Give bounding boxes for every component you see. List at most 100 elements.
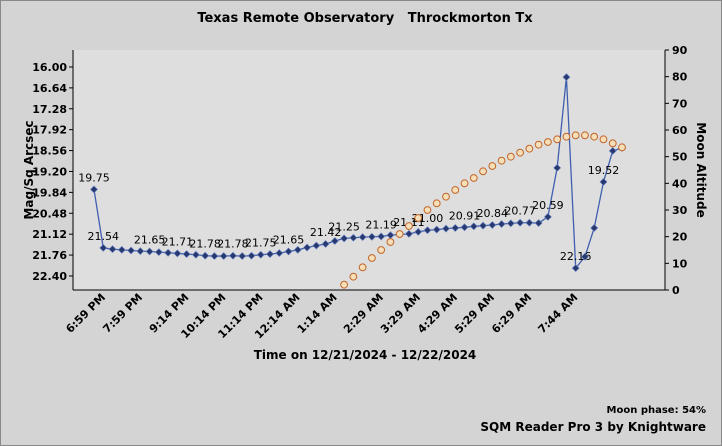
mag-marker <box>460 223 469 232</box>
mag-marker <box>506 219 515 228</box>
mag-marker <box>349 233 358 242</box>
mag-marker <box>145 247 154 256</box>
mag-marker <box>590 224 599 232</box>
y2-axis-label: Moon Altitude <box>694 122 708 217</box>
mag-marker <box>516 218 525 227</box>
mag-marker <box>201 251 210 260</box>
data-label: 21.65 <box>134 233 166 246</box>
mag-marker <box>303 243 311 252</box>
mag-marker <box>414 227 423 236</box>
mag-marker <box>608 146 617 155</box>
moon-marker <box>534 140 543 149</box>
data-label: 21.19 <box>365 218 397 231</box>
plot-area <box>73 50 665 290</box>
mag-marker <box>293 245 302 254</box>
credit: SQM Reader Pro 3 by Knightware <box>480 420 706 434</box>
mag-marker <box>312 241 321 250</box>
mag-marker <box>210 252 219 260</box>
mag-marker <box>562 73 571 82</box>
y2-tick-label: 80 <box>672 71 688 84</box>
mag-marker <box>442 224 450 233</box>
mag-marker <box>136 247 145 256</box>
moon-marker <box>386 238 395 246</box>
moon-marker <box>432 199 441 208</box>
moon-marker <box>414 214 423 222</box>
moon-marker <box>377 246 386 254</box>
mag-marker <box>321 240 330 248</box>
y-tick-label: 17.28 <box>32 103 67 116</box>
mag-marker <box>238 252 247 260</box>
data-label: 21.78 <box>189 238 221 251</box>
moon-marker <box>553 135 562 144</box>
mag-marker <box>340 234 349 243</box>
mag-line <box>93 77 623 270</box>
data-label: 20.84 <box>477 207 509 220</box>
mag-marker <box>127 246 135 255</box>
mag-marker <box>219 252 228 260</box>
y2-tick-label: 60 <box>672 124 688 137</box>
data-label: 22.16 <box>560 250 592 263</box>
mag-marker <box>488 221 497 229</box>
mag-marker <box>191 250 200 259</box>
mag-marker <box>182 250 191 259</box>
moon-marker <box>367 254 376 262</box>
y2-tick-label: 90 <box>672 44 688 57</box>
y-tick-label: 21.76 <box>32 249 67 262</box>
y-tick-label: 19.84 <box>32 186 67 199</box>
mag-marker <box>423 226 432 235</box>
y-tick-label: 17.92 <box>32 124 67 137</box>
mag-marker <box>358 233 367 242</box>
moon-marker <box>358 263 367 272</box>
data-label: 21.25 <box>328 220 360 233</box>
data-label: 21.54 <box>88 230 120 243</box>
moon-marker <box>525 144 534 153</box>
data-label: 20.59 <box>532 199 564 212</box>
moon-marker <box>608 139 617 148</box>
mag-marker <box>266 250 274 259</box>
mag-marker <box>108 245 117 254</box>
mag-marker <box>497 220 506 228</box>
mag-marker <box>275 249 284 258</box>
mag-marker <box>469 222 478 231</box>
mag-marker <box>451 224 460 232</box>
moon-marker <box>506 152 515 161</box>
moon-marker <box>340 280 349 289</box>
data-label: 19.75 <box>78 171 110 184</box>
mag-marker <box>581 252 589 261</box>
y-tick-label: 19.20 <box>32 165 67 178</box>
mag-marker <box>571 264 580 273</box>
mag-marker <box>377 232 386 241</box>
moon-marker <box>590 132 599 141</box>
moon-phase: Moon phase: 54% <box>607 405 706 416</box>
mag-marker <box>229 251 237 260</box>
data-label: 20.77 <box>504 205 536 218</box>
moon-marker <box>349 272 358 281</box>
mag-marker <box>599 177 608 186</box>
moon-marker <box>543 138 552 146</box>
mag-marker <box>330 237 339 245</box>
mag-marker <box>90 185 98 194</box>
moon-marker <box>442 192 450 201</box>
y2-tick-label: 50 <box>672 151 688 164</box>
moon-marker <box>571 131 580 140</box>
moon-marker <box>516 148 525 157</box>
data-label: 19.52 <box>588 164 620 177</box>
mag-marker <box>99 243 108 252</box>
moon-marker <box>599 135 608 144</box>
moon-marker <box>405 222 413 230</box>
mag-marker <box>543 212 552 221</box>
data-label: 21.75 <box>245 237 277 250</box>
mag-marker <box>367 232 376 241</box>
moon-marker <box>469 174 478 182</box>
mag-marker <box>284 247 293 256</box>
y2-tick-label: 10 <box>672 257 688 270</box>
y-axis-label: Mag/Sq Arcsec <box>22 120 36 219</box>
moon-marker <box>451 186 460 194</box>
data-label: 21.71 <box>162 235 194 248</box>
moon-marker <box>497 156 506 165</box>
y2-tick-label: 30 <box>672 204 688 217</box>
mag-marker <box>479 221 487 230</box>
data-label: 20.91 <box>449 209 481 222</box>
moon-marker <box>618 143 626 152</box>
